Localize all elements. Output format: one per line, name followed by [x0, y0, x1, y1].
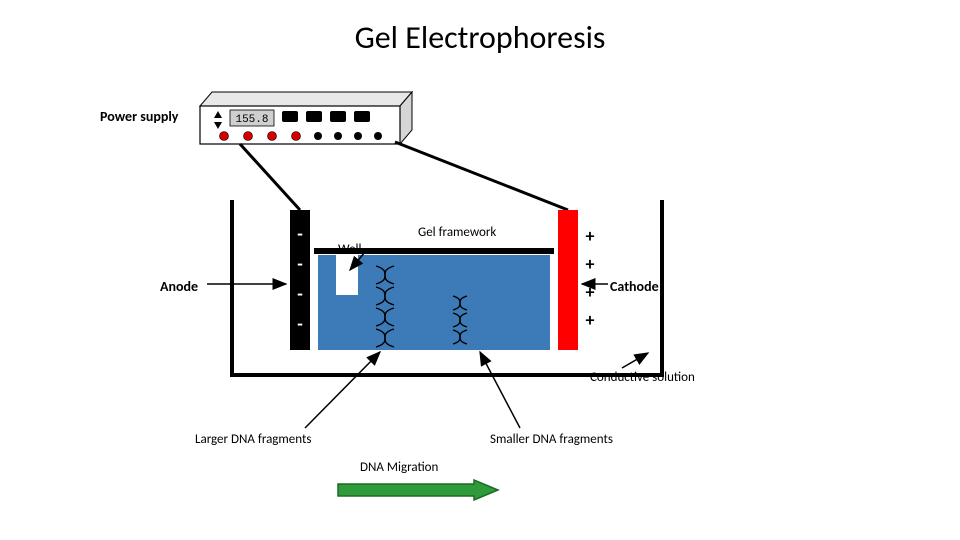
pointer-arrow-larger	[305, 352, 380, 428]
ps-knob	[354, 111, 370, 122]
ps-jack-black	[314, 132, 322, 140]
pointer-arrow-conductive	[622, 353, 648, 368]
ps-knob	[330, 111, 346, 122]
diagram-svg: 155.8----++++	[0, 0, 960, 540]
plus-sign: +	[586, 309, 595, 331]
ps-jack-red	[292, 132, 301, 141]
migration-arrow	[338, 480, 498, 500]
ps-jack-red	[244, 132, 253, 141]
ps-jack-red	[220, 132, 229, 141]
ps-knob	[306, 111, 322, 122]
minus-sign: -	[297, 283, 303, 305]
wire-cathode	[395, 142, 568, 210]
ps-knob	[282, 111, 298, 122]
minus-sign: -	[297, 313, 303, 335]
plus-sign: +	[586, 225, 595, 247]
ps-display-value: 155.8	[235, 114, 268, 126]
minus-sign: -	[297, 253, 303, 275]
ps-jack-black	[374, 132, 382, 140]
ps-jack-black	[334, 132, 342, 140]
ps-top	[200, 92, 412, 106]
gel-block	[318, 255, 550, 350]
plus-sign: +	[586, 253, 595, 275]
ps-jack-black	[354, 132, 362, 140]
ps-jack-red	[268, 132, 277, 141]
cathode-electrode	[558, 210, 578, 350]
pointer-arrow-smaller	[480, 352, 520, 428]
wire-anode	[240, 144, 300, 210]
gel-framework-bar	[314, 248, 554, 254]
minus-sign: -	[297, 223, 303, 245]
